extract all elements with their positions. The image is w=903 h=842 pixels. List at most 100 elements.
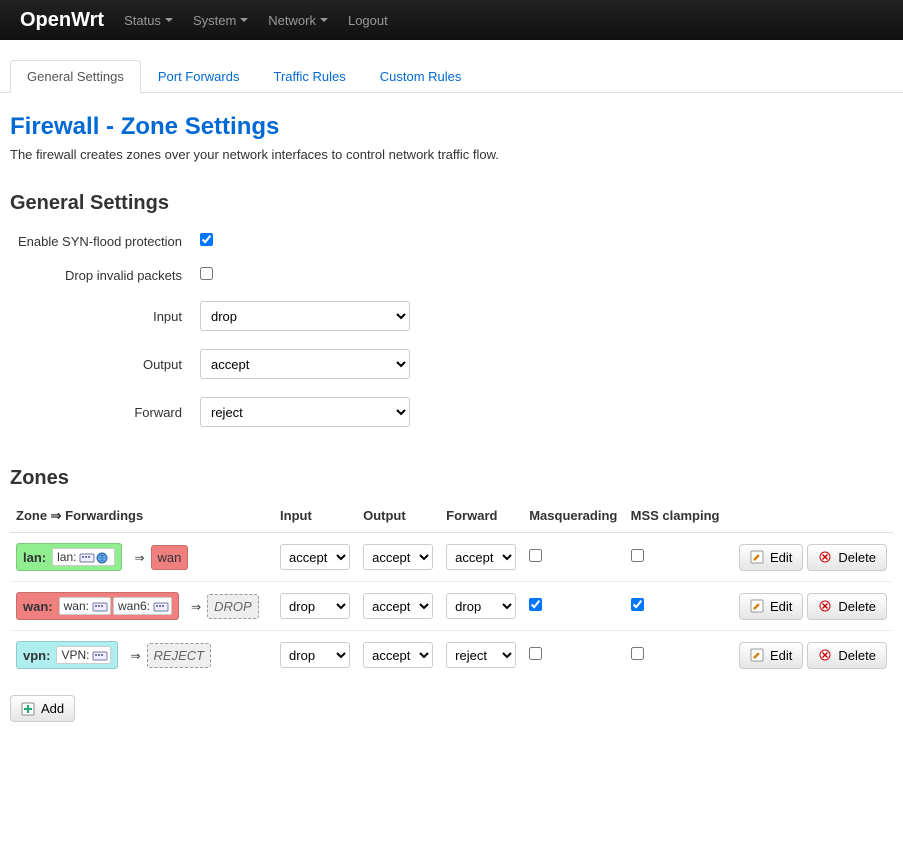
- nic-icon: [79, 552, 93, 562]
- tab-custom-rules[interactable]: Custom Rules: [363, 60, 479, 93]
- input-label: Input: [10, 309, 200, 324]
- edit-label: Edit: [770, 648, 792, 663]
- delete-label: Delete: [838, 599, 876, 614]
- nav-item-status[interactable]: Status: [124, 13, 173, 28]
- cell-input: acceptdropreject: [274, 533, 357, 582]
- table-row: wan:wan:wan6:⇒DROPacceptdroprejectaccept…: [10, 582, 893, 631]
- edit-button[interactable]: Edit: [739, 593, 803, 620]
- nic-icon: [92, 650, 106, 660]
- delete-button[interactable]: Delete: [807, 642, 887, 669]
- forward-target-badge: wan: [151, 545, 189, 570]
- caret-icon: [320, 18, 328, 22]
- edit-button[interactable]: Edit: [739, 544, 803, 571]
- zone-output-select[interactable]: acceptdropreject: [363, 642, 433, 668]
- zone-output-select[interactable]: acceptdropreject: [363, 593, 433, 619]
- zone-mss-checkbox[interactable]: [631, 647, 644, 660]
- arrow-icon: ⇒: [191, 600, 201, 614]
- syn-flood-checkbox[interactable]: [200, 233, 213, 246]
- table-header-cell: Forward: [440, 500, 523, 533]
- cell-output: acceptdropreject: [357, 631, 440, 680]
- table-row: lan:lan:⇒wanacceptdroprejectacceptdropre…: [10, 533, 893, 582]
- zone-input-select[interactable]: acceptdropreject: [280, 642, 350, 668]
- zone-mss-checkbox[interactable]: [631, 549, 644, 562]
- zone-masq-checkbox[interactable]: [529, 647, 542, 660]
- table-header-cell: [727, 500, 893, 533]
- zone-forwardings-cell: wan:wan:wan6:⇒DROP: [10, 582, 274, 631]
- row-forward: Forward acceptdropreject: [10, 397, 893, 427]
- row-syn-flood: Enable SYN-flood protection: [10, 233, 893, 249]
- cell-mss: [625, 582, 727, 631]
- tab-general-settings[interactable]: General Settings: [10, 60, 141, 93]
- add-label: Add: [41, 701, 64, 716]
- drop-invalid-checkbox[interactable]: [200, 267, 213, 280]
- zones-heading: Zones: [10, 467, 893, 490]
- table-header-cell: Masquerading: [523, 500, 624, 533]
- general-settings-heading: General Settings: [10, 192, 893, 215]
- zone-name-label: wan:: [23, 599, 53, 614]
- forward-target-badge: REJECT: [147, 643, 212, 668]
- output-label: Output: [10, 357, 200, 372]
- arrow-icon: ⇒: [130, 649, 140, 663]
- zone-forward-select[interactable]: acceptdropreject: [446, 593, 516, 619]
- nav-label: Status: [124, 13, 161, 28]
- table-header-cell: Input: [274, 500, 357, 533]
- nav-item-system[interactable]: System: [193, 13, 248, 28]
- tab-port-forwards[interactable]: Port Forwards: [141, 60, 257, 93]
- cell-forward: acceptdropreject: [440, 631, 523, 680]
- top-navbar: OpenWrt Status System Network Logout: [0, 0, 903, 40]
- delete-label: Delete: [838, 550, 876, 565]
- forward-label: Forward: [10, 405, 200, 420]
- zone-forwardings-cell: vpn:VPN:⇒REJECT: [10, 631, 274, 680]
- nav-item-network[interactable]: Network: [268, 13, 328, 28]
- globe-icon: [96, 552, 110, 562]
- forward-select[interactable]: acceptdropreject: [200, 397, 410, 427]
- table-row: vpn:VPN:⇒REJECTacceptdroprejectacceptdro…: [10, 631, 893, 680]
- cell-output: acceptdropreject: [357, 582, 440, 631]
- edit-button[interactable]: Edit: [739, 642, 803, 669]
- forward-target-badge: DROP: [207, 594, 259, 619]
- zone-input-select[interactable]: acceptdropreject: [280, 593, 350, 619]
- nav-item-logout[interactable]: Logout: [348, 13, 388, 28]
- input-select[interactable]: acceptdropreject: [200, 301, 410, 331]
- cell-masq: [523, 631, 624, 680]
- edit-label: Edit: [770, 599, 792, 614]
- delete-button[interactable]: Delete: [807, 544, 887, 571]
- interface-badge: VPN:: [56, 646, 111, 664]
- add-button[interactable]: Add: [10, 695, 75, 722]
- output-select[interactable]: acceptdropreject: [200, 349, 410, 379]
- zone-name-label: lan:: [23, 550, 46, 565]
- zones-table: Zone ⇒ ForwardingsInputOutputForwardMasq…: [10, 500, 893, 679]
- cell-masq: [523, 533, 624, 582]
- zone-masq-checkbox[interactable]: [529, 549, 542, 562]
- syn-flood-label: Enable SYN-flood protection: [10, 234, 200, 249]
- delete-icon: [818, 599, 832, 613]
- zone-output-select[interactable]: acceptdropreject: [363, 544, 433, 570]
- zone-forward-select[interactable]: acceptdropreject: [446, 544, 516, 570]
- nav-label: System: [193, 13, 236, 28]
- interface-badge: wan6:: [113, 597, 172, 615]
- delete-button[interactable]: Delete: [807, 593, 887, 620]
- cell-input: acceptdropreject: [274, 631, 357, 680]
- nic-icon: [153, 601, 167, 611]
- table-header-cell: Zone ⇒ Forwardings: [10, 500, 274, 533]
- actions-cell: Edit Delete: [727, 582, 893, 631]
- edit-label: Edit: [770, 550, 792, 565]
- add-icon: [21, 702, 35, 716]
- caret-icon: [240, 18, 248, 22]
- arrow-icon: ⇒: [134, 551, 144, 565]
- zone-input-select[interactable]: acceptdropreject: [280, 544, 350, 570]
- drop-invalid-label: Drop invalid packets: [10, 268, 200, 283]
- interface-badge: wan:: [59, 597, 111, 615]
- zone-mss-checkbox[interactable]: [631, 598, 644, 611]
- row-input: Input acceptdropreject: [10, 301, 893, 331]
- actions-cell: Edit Delete: [727, 533, 893, 582]
- zone-forward-select[interactable]: acceptdropreject: [446, 642, 516, 668]
- delete-icon: [818, 550, 832, 564]
- tab-traffic-rules[interactable]: Traffic Rules: [256, 60, 362, 93]
- nic-icon: [92, 601, 106, 611]
- cell-input: acceptdropreject: [274, 582, 357, 631]
- zone-masq-checkbox[interactable]: [529, 598, 542, 611]
- page-title: Firewall - Zone Settings: [10, 113, 893, 141]
- cell-mss: [625, 631, 727, 680]
- cell-output: acceptdropreject: [357, 533, 440, 582]
